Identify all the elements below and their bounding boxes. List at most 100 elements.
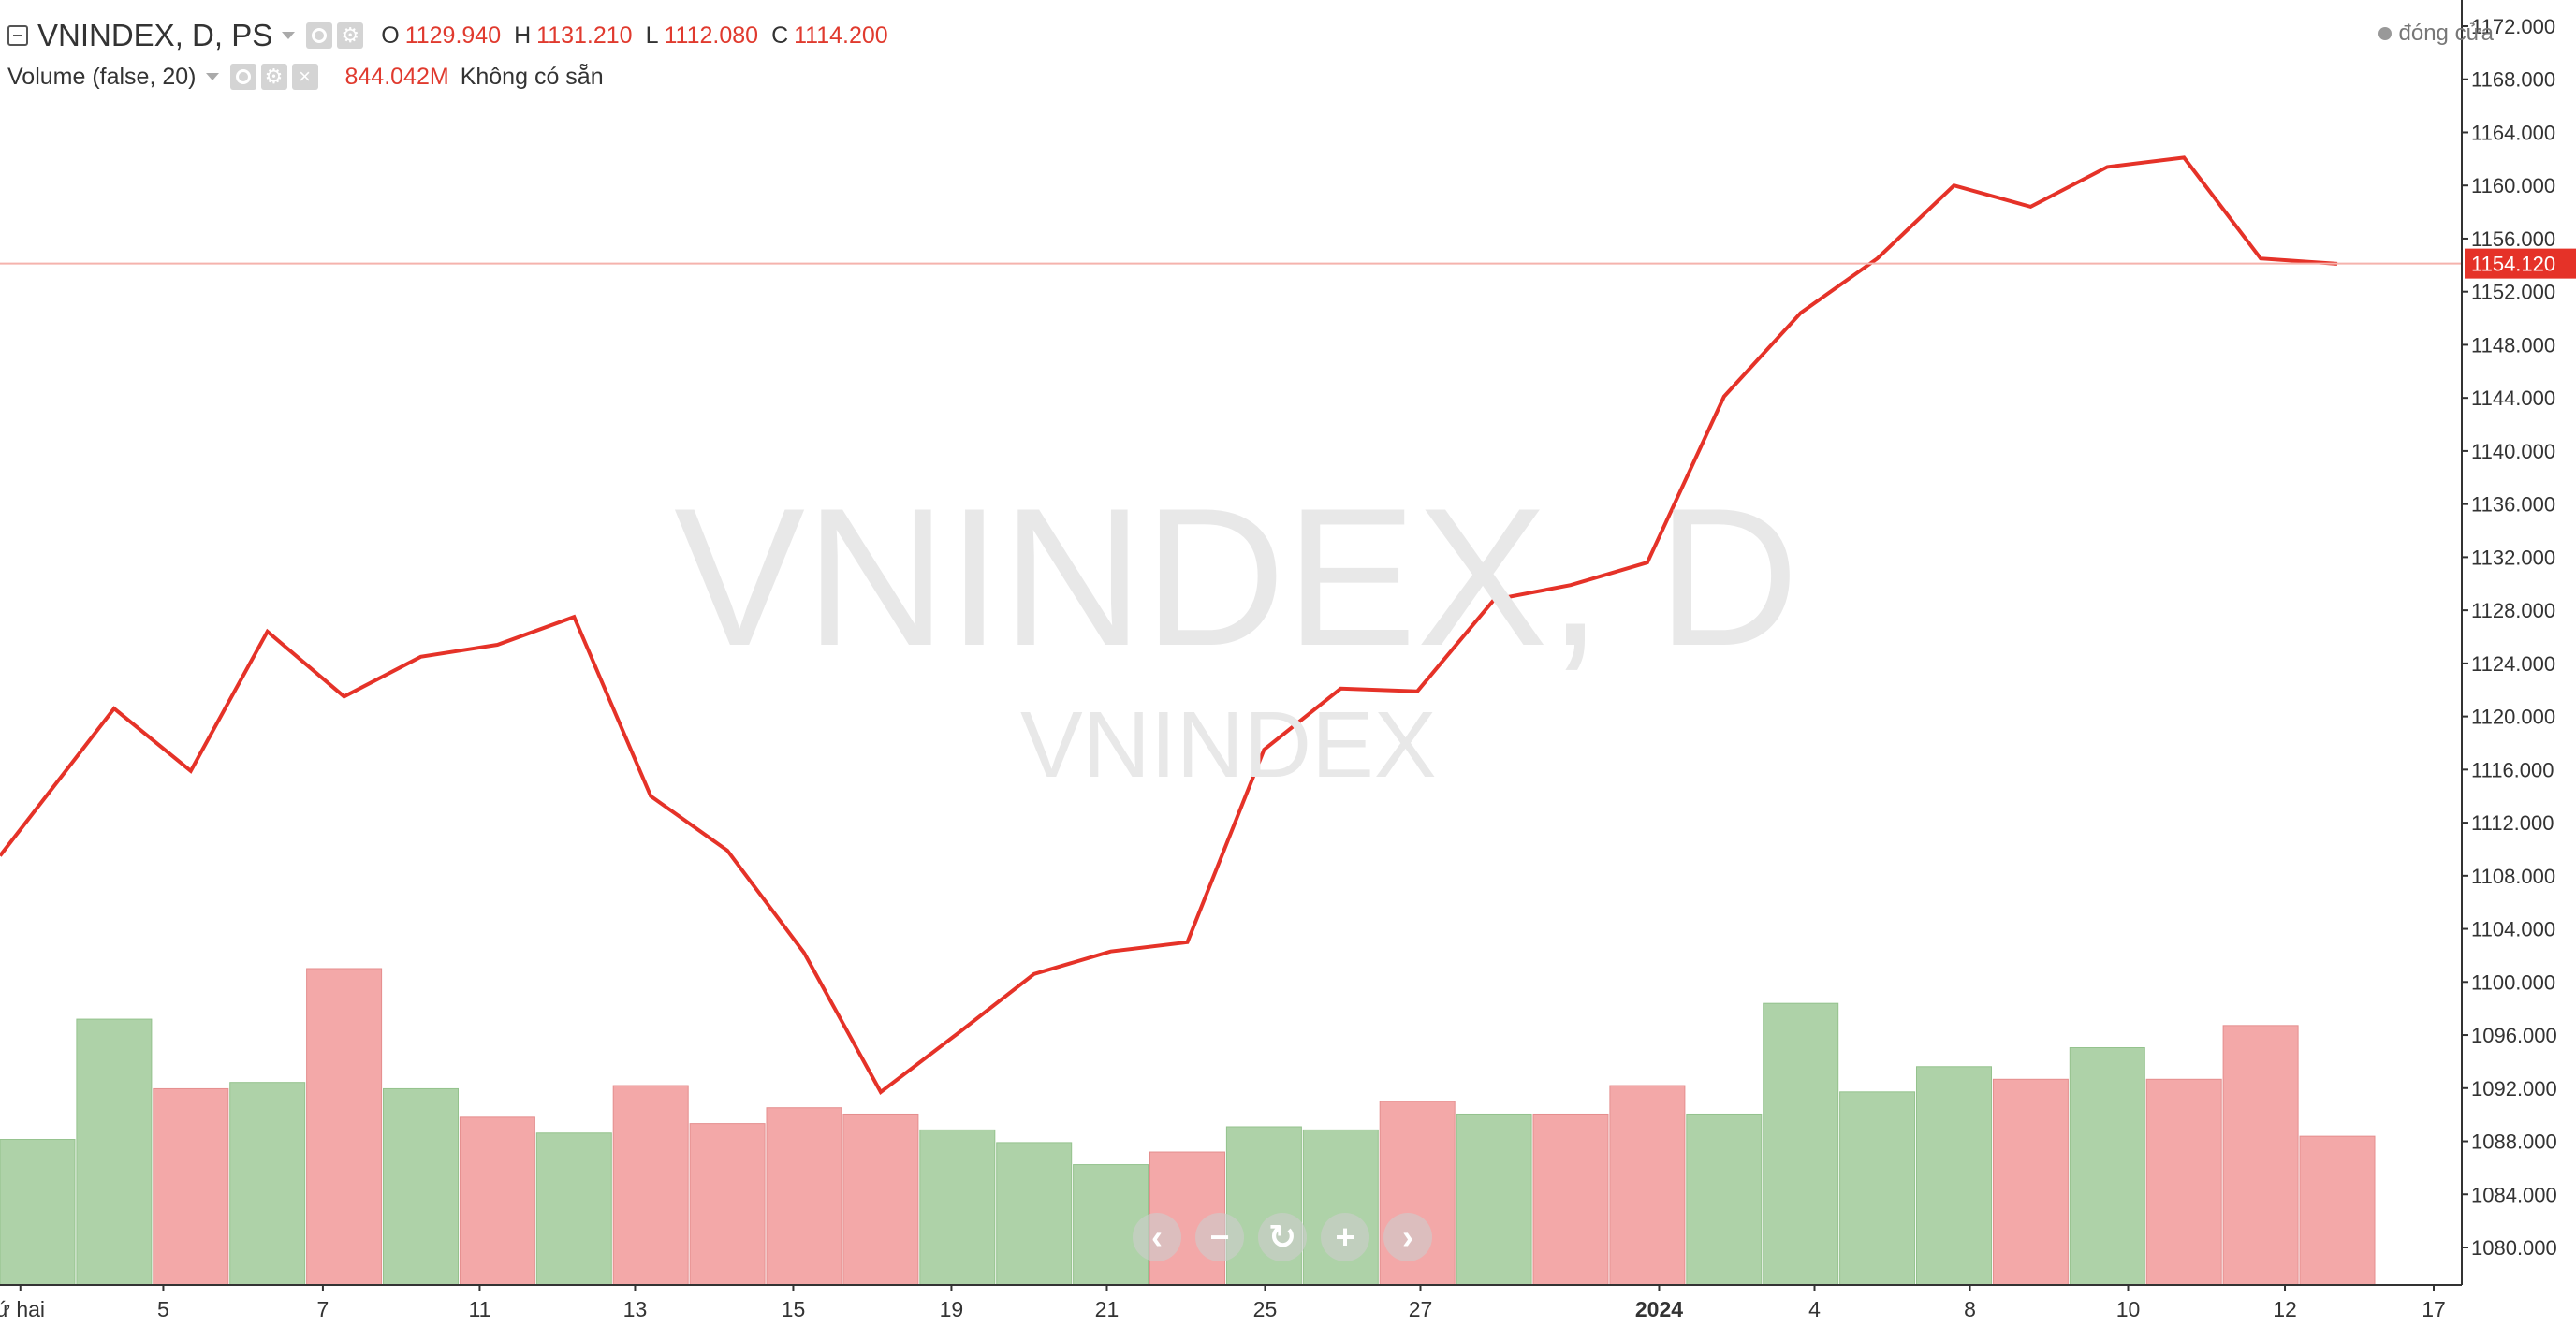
volume-bar [2145,1078,2222,1286]
reset-icon: ↻ [1267,1218,1297,1256]
reset-chart-button[interactable]: ↻ [1258,1213,1307,1261]
volume-bar [996,1142,1073,1286]
volume-value: 844.042M [344,63,449,90]
time-tick-label: 8 [1964,1297,1976,1321]
price-line-series [0,155,2462,1095]
last-price-badge: 1154.120 [2465,248,2576,279]
last-price-badge-bg [2465,248,2576,279]
price-tick-label: 1092.000 [2471,1077,2557,1101]
time-tick-label: ứ hai [0,1297,45,1321]
last-price-label: 1154.120 [2471,253,2555,276]
volume-bar [1992,1078,2069,1286]
price-tick-label: 1132.000 [2471,546,2555,569]
zoom-out-button[interactable]: − [1195,1213,1244,1261]
volume-bar [1686,1113,1763,1286]
volume-bar [1763,1002,1839,1286]
price-tick-label: 1096.000 [2471,1024,2557,1047]
volume-bar [612,1085,689,1286]
eye-icon[interactable] [306,22,333,49]
watermark-title: VNINDEX, D [674,467,1799,687]
volume-bar [0,1139,76,1286]
series-title[interactable]: VNINDEX, D, PS [37,18,273,52]
volume-bars [0,968,2376,1286]
volume-bar [1839,1091,1916,1286]
volume-bar [1456,1113,1532,1286]
chevron-down-icon[interactable] [205,73,219,80]
low-label: L [645,22,659,49]
chevron-left-icon: ‹ [1151,1218,1163,1256]
price-tick-label: 1148.000 [2471,333,2555,357]
volume-bar [306,968,383,1286]
chevron-right-icon: › [1402,1218,1413,1256]
price-tick-label: 1160.000 [2471,174,2555,197]
open-value: 1129.940 [404,22,502,49]
time-tick-label: 13 [623,1297,648,1321]
high-label: H [514,22,532,49]
price-tick-label: 1156.000 [2471,227,2555,251]
time-tick-label: 25 [1253,1297,1278,1321]
price-tick-label: 1152.000 [2471,281,2555,304]
close-value: 1114.200 [794,22,888,49]
volume-bar [1609,1085,1686,1286]
scroll-right-button[interactable]: › [1383,1213,1432,1261]
volume-bar [2222,1025,2299,1286]
time-tick-label: 11 [468,1297,490,1321]
price-tick-label: 1084.000 [2471,1183,2557,1206]
time-tick-label: 4 [1808,1297,1821,1321]
price-tick-label: 1112.000 [2471,811,2554,835]
price-tick-label: 1120.000 [2471,706,2555,729]
price-tick-label: 1100.000 [2471,970,2555,994]
price-axis[interactable]: 1080.000 1084.000 1088.000 1092.000 1096.000… [2461,0,2557,1285]
zoom-in-button[interactable]: + [1321,1213,1369,1261]
collapse-icon[interactable] [7,25,28,46]
high-value: 1131.210 [536,22,633,49]
time-tick-label: 7 [317,1297,329,1321]
volume-bar [76,1018,153,1286]
volume-bar [153,1087,229,1286]
status-dot-icon [2378,27,2392,40]
time-tick-label: 2024 [1635,1297,1683,1321]
time-tick-label: 27 [1409,1297,1433,1321]
zoom-out-icon: − [1209,1218,1230,1256]
volume-legend: Volume (false, 20) ⚙ × 844.042M Không có… [0,58,604,95]
low-value: 1112.080 [664,22,759,49]
gear-icon[interactable]: ⚙ [260,64,287,90]
price-tick-label: 1128.000 [2471,599,2555,622]
time-tick-label: 21 [1095,1297,1120,1321]
price-tick-label: 1124.000 [2471,652,2555,676]
eye-icon[interactable] [229,64,256,90]
price-tick-label: 1144.000 [2471,386,2555,410]
chevron-down-icon[interactable] [282,32,296,39]
time-tick-label: 19 [940,1297,964,1321]
watermark-subtitle: VNINDEX [1020,693,1437,797]
volume-bar [2069,1047,2145,1286]
volume-bar [535,1132,612,1286]
price-tick-label: 1168.000 [2471,68,2555,92]
volume-study-title[interactable]: Volume (false, 20) [7,63,197,90]
time-tick-label: 17 [2422,1297,2446,1321]
scroll-left-button[interactable]: ‹ [1133,1213,1181,1261]
volume-bar [842,1113,919,1286]
close-icon[interactable]: × [291,64,318,90]
open-label: O [381,22,400,49]
volume-bar [1532,1113,1609,1286]
gear-icon[interactable]: ⚙ [337,22,364,49]
price-tick-label: 1164.000 [2471,121,2555,144]
time-tick-label: 15 [782,1297,806,1321]
volume-na-text: Không có sẵn [460,63,604,90]
price-tick-label: 1116.000 [2471,758,2554,781]
price-tick-label: 1088.000 [2471,1130,2557,1154]
volume-bar [766,1107,842,1286]
time-axis[interactable]: ứ hai 5 7 11 13 15 19 21 25 27 2024 4 8 10 12 17 [0,1284,2462,1321]
price-tick-label: 1104.000 [2471,918,2555,941]
price-tick-label: 1080.000 [2471,1236,2557,1260]
volume-bar [689,1123,766,1286]
price-tick-label: 1172.000 [2471,15,2555,38]
zoom-in-icon: + [1335,1218,1355,1256]
price-tick-label: 1108.000 [2471,865,2555,888]
volume-bar [459,1116,535,1286]
volume-bar [229,1082,306,1286]
close-label: C [771,22,789,49]
